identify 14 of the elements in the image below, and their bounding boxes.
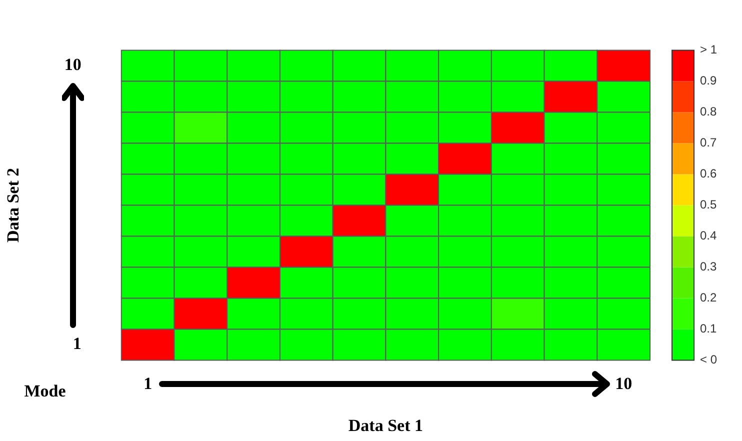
y-axis-title: Data Set 2 <box>4 168 23 243</box>
color-bar-label: 0.8 <box>700 104 718 119</box>
color-bar-label: > 1 <box>700 42 718 57</box>
color-bar-label: < 0 <box>700 352 718 367</box>
color-bar-label: 0.4 <box>700 228 718 243</box>
color-bar-label: 0.3 <box>700 260 718 274</box>
color-bar-label: 0.2 <box>700 290 718 305</box>
color-bar-label: 0.6 <box>700 166 718 181</box>
color-bar-label: 0.1 <box>700 322 718 336</box>
color-bar-label: 0.5 <box>700 198 718 212</box>
text: Mode <box>24 381 66 400</box>
color-bar-label: 0.7 <box>700 136 718 150</box>
color-bar-label: 0.9 <box>700 74 718 88</box>
x-axis-title: Data Set 1 <box>348 416 424 436</box>
